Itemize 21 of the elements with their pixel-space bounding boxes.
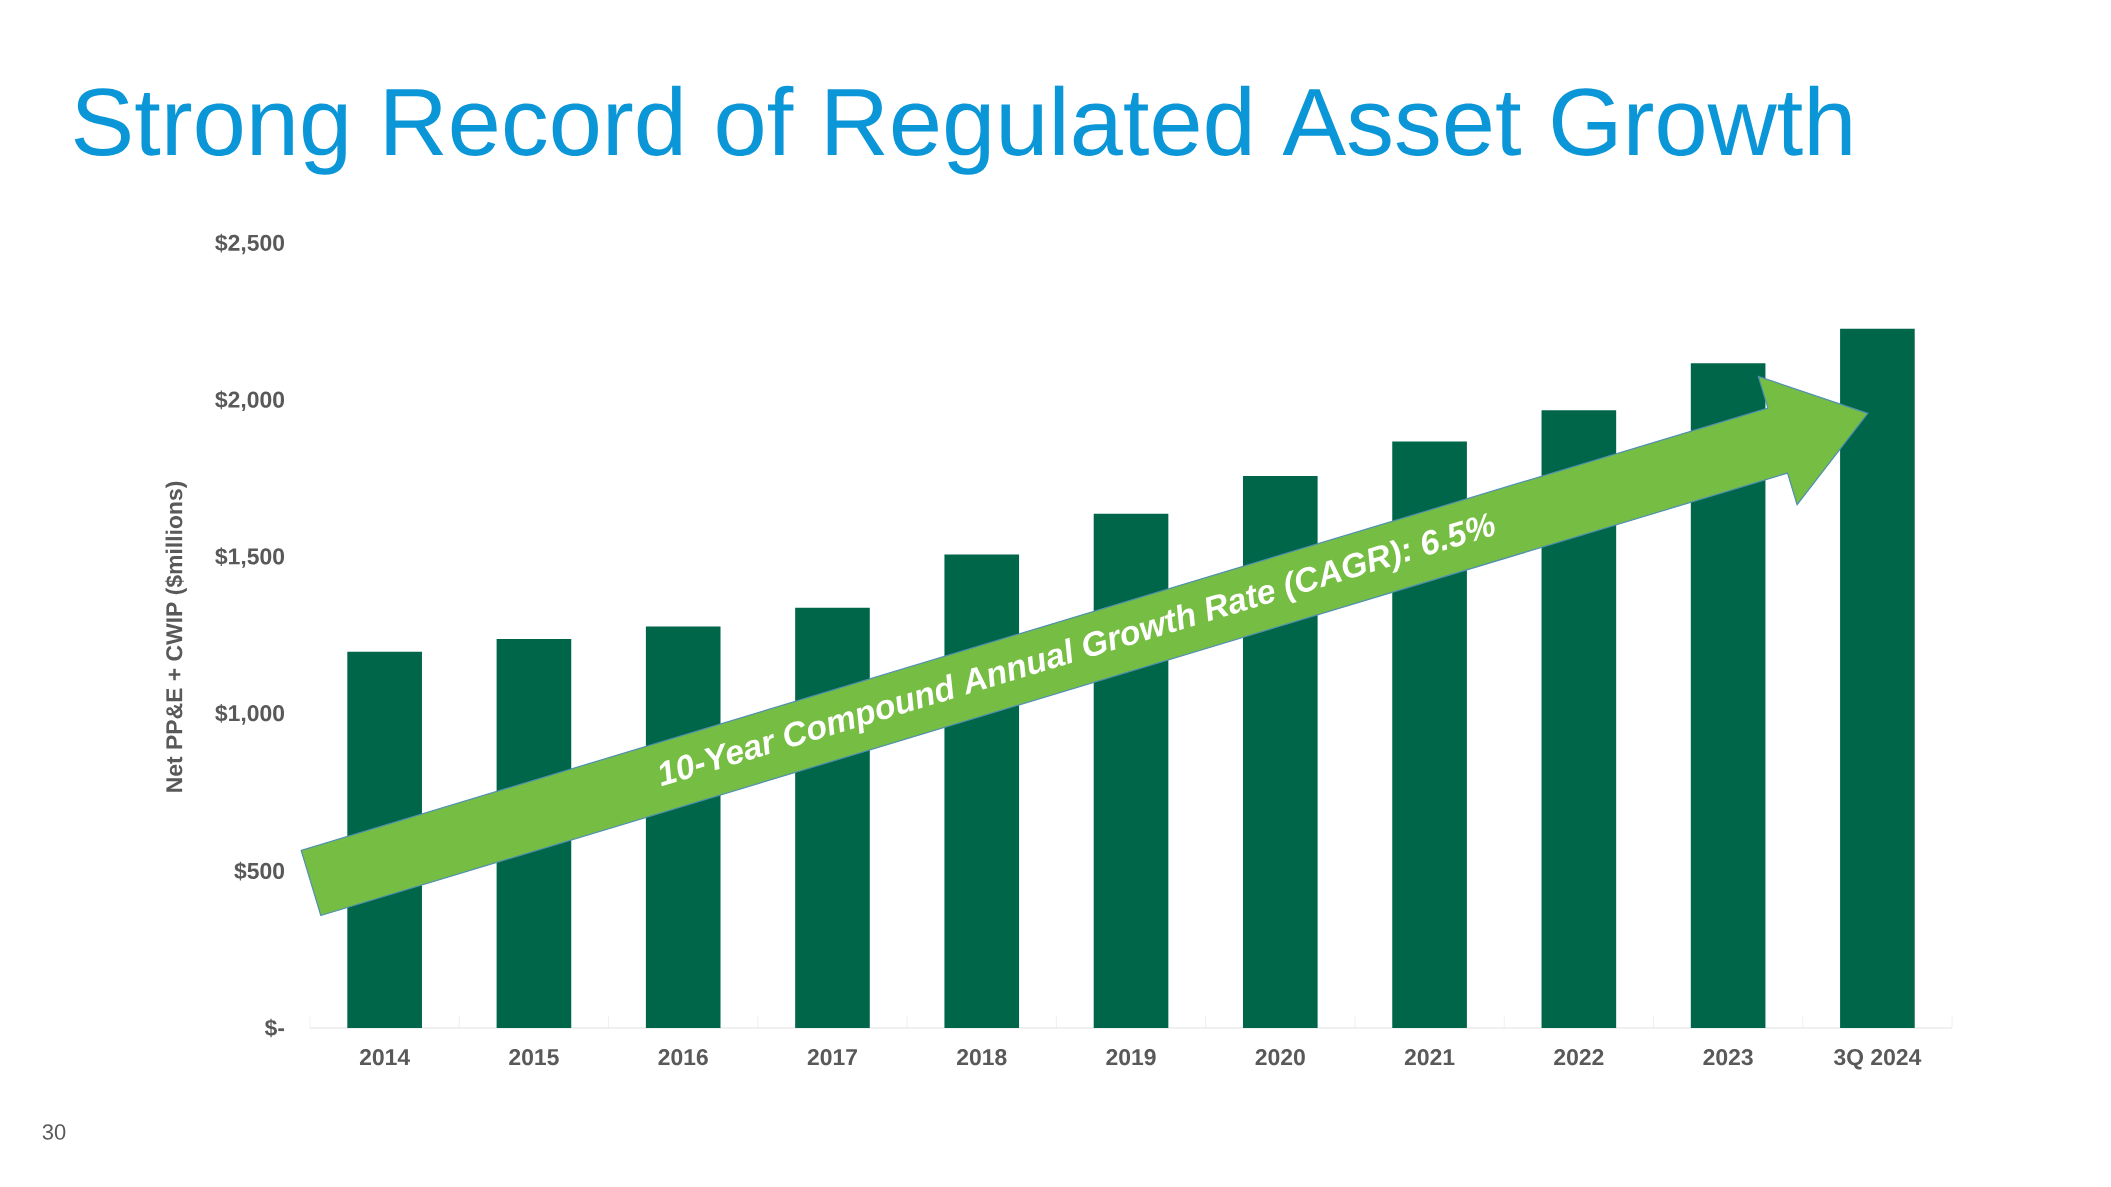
text: 30	[42, 1124, 66, 1140]
x-tick-label: 2019	[1106, 1049, 1156, 1066]
y-tick-label: $1,500	[215, 547, 285, 568]
y-tick-label: $-	[264, 1018, 285, 1038]
x-tick-label: 2021	[1404, 1049, 1455, 1066]
chart-title: Strong Record of Regulated Asset Growth	[74, 85, 1851, 175]
y-axis-title: Net PP&E + CWIP ($millions)	[165, 481, 187, 792]
x-tick-label: 2018	[957, 1049, 1007, 1066]
y-tick-label: $2,500	[215, 233, 285, 255]
x-tick-label: 2014	[359, 1049, 411, 1066]
x-tick-label: 2023	[1703, 1049, 1753, 1066]
x-tick-label: 3Q 2024	[1833, 1049, 1922, 1070]
x-tick-label: 2022	[1554, 1049, 1604, 1066]
bar	[1840, 328, 1915, 1028]
x-tick-label: 2016	[658, 1049, 708, 1066]
y-tick-label: $2,000	[215, 390, 285, 412]
x-tick-label: 2017	[807, 1049, 857, 1066]
x-tick-label: 2015	[509, 1049, 559, 1066]
x-tick-label: 2020	[1255, 1049, 1305, 1066]
y-tick-label: $500	[234, 861, 285, 881]
y-tick-label: $1,000	[215, 704, 285, 725]
